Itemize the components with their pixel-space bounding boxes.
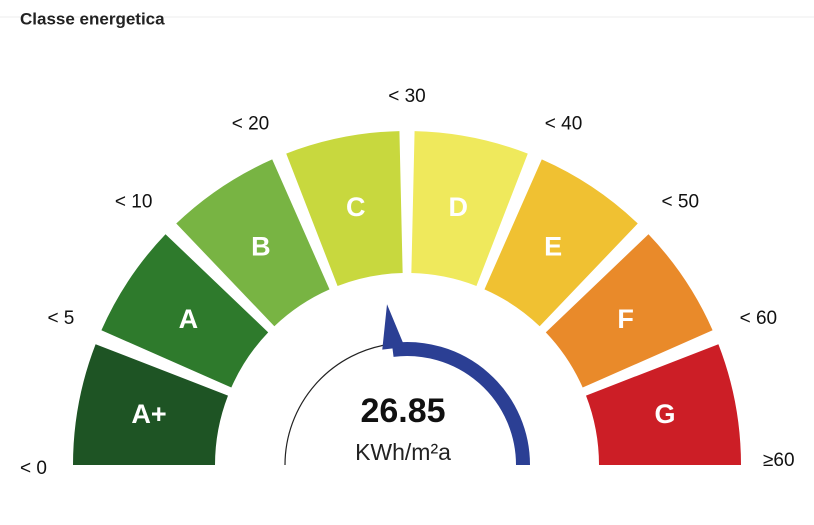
segment [176, 159, 330, 327]
segment-label: A+ [131, 399, 166, 429]
edge-label: ≥60 [763, 450, 795, 471]
segment-label: C [346, 192, 366, 222]
edge-label: < 40 [545, 113, 583, 134]
segment-label: D [449, 192, 469, 222]
segment-label: B [251, 231, 271, 261]
segment-label: A [179, 304, 199, 334]
segment-label: F [617, 304, 634, 334]
segment [73, 344, 228, 465]
edge-label: < 50 [662, 191, 700, 212]
segment-label: E [544, 231, 562, 261]
title: Classe energetica [20, 9, 165, 28]
edge-label: < 0 [20, 458, 47, 479]
edge-label: < 5 [47, 308, 74, 329]
thin-arc [284, 343, 393, 466]
segment-label: G [654, 399, 675, 429]
edge-label: < 20 [232, 113, 270, 134]
unit-label: KWh/m²a [355, 439, 451, 465]
edge-label: < 60 [740, 308, 778, 329]
needle [382, 304, 405, 350]
edge-label: < 10 [115, 191, 153, 212]
segment [586, 344, 741, 465]
segment [286, 131, 403, 286]
edge-label: < 30 [388, 86, 426, 107]
value-label: 26.85 [360, 392, 445, 430]
segment [411, 131, 528, 286]
segment [484, 159, 638, 327]
segment [545, 234, 713, 388]
progress-arc [391, 342, 530, 466]
segment [101, 234, 269, 388]
